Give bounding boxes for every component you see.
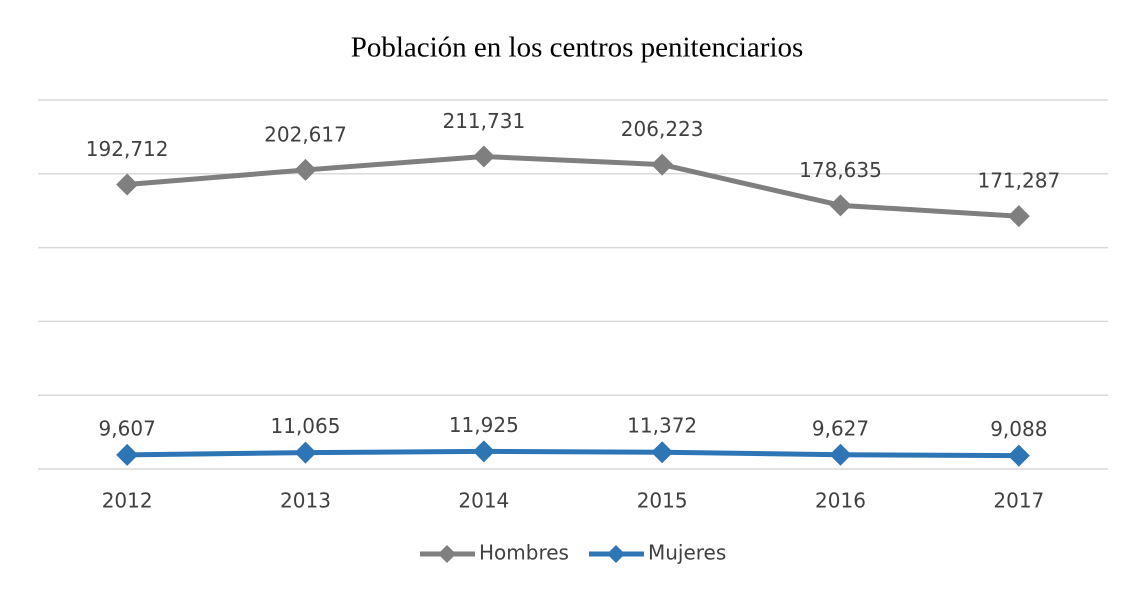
legend-marker: [438, 545, 456, 563]
point-marker: [294, 158, 317, 181]
data-label: 11,372: [627, 414, 697, 438]
x-tick-label: 2013: [280, 489, 331, 513]
data-label: 11,925: [449, 413, 519, 437]
data-label: 9,088: [990, 417, 1047, 441]
point-marker: [472, 145, 495, 168]
data-label: 206,223: [621, 117, 704, 141]
x-tick-label: 2012: [102, 489, 153, 513]
x-tick-label: 2016: [815, 489, 866, 513]
point-marker: [294, 441, 317, 464]
data-label: 9,607: [99, 416, 156, 440]
data-label: 171,287: [977, 169, 1060, 193]
chart-title: Población en los centros penitenciarios: [351, 32, 804, 64]
point-marker: [116, 443, 139, 466]
point-marker: [651, 153, 674, 176]
legend-label: Hombres: [479, 541, 569, 565]
point-marker: [829, 443, 852, 466]
point-marker: [1007, 205, 1030, 228]
series-line: [126, 153, 1019, 219]
x-tick-label: 2015: [637, 489, 688, 513]
data-label: 11,065: [271, 414, 341, 438]
data-label: 202,617: [264, 122, 347, 146]
point-marker: [1007, 444, 1030, 467]
legend-marker: [606, 545, 625, 563]
point-marker: [651, 441, 674, 464]
x-tick-label: 2014: [458, 489, 509, 513]
legend-label: Mujeres: [648, 541, 726, 565]
data-label: 211,731: [442, 109, 525, 133]
point-marker: [829, 194, 852, 217]
point-marker: [116, 173, 139, 196]
data-label: 192,712: [86, 137, 169, 161]
series-line: [127, 448, 1019, 459]
data-label: 9,627: [812, 416, 869, 440]
x-tick-label: 2017: [993, 489, 1044, 513]
point-marker: [472, 440, 495, 463]
data-label: 178,635: [799, 158, 882, 182]
